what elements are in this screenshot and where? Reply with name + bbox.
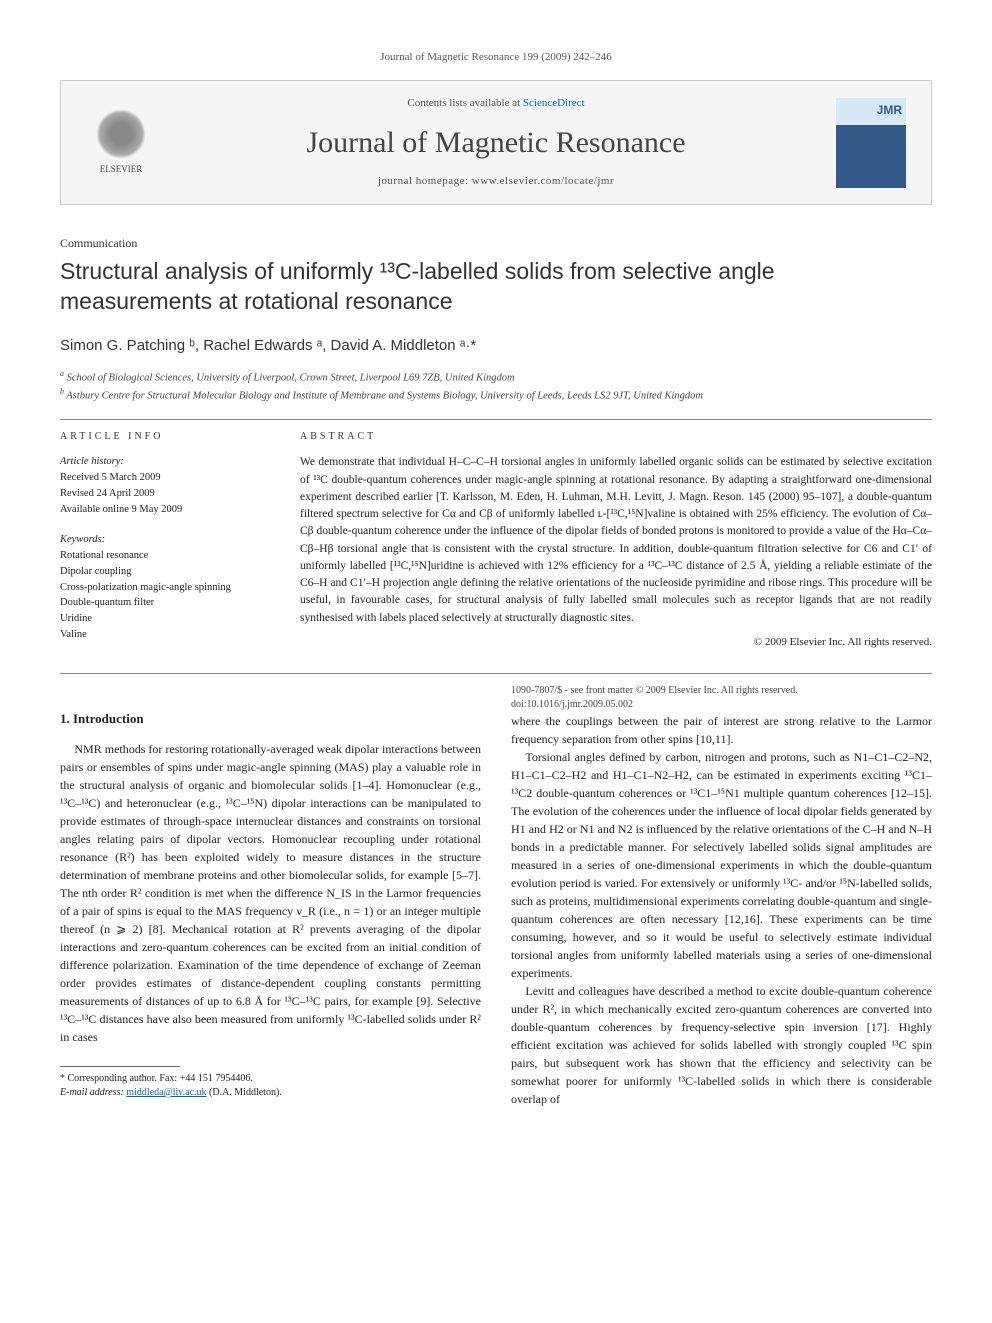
journal-name: Journal of Magnetic Resonance [156,122,836,164]
email-label: E-mail address: [60,1087,124,1098]
affiliation-a: a School of Biological Sciences, Univers… [60,368,932,386]
body-paragraph: where the couplings between the pair of … [511,712,932,748]
body-columns: 1. Introduction NMR methods for restorin… [60,684,932,1112]
body-paragraph: NMR methods for restoring rotationally-a… [60,740,481,1046]
body-paragraph: Levitt and colleagues have described a m… [511,982,932,1108]
issn-line: 1090-7807/$ - see front matter © 2009 El… [511,684,932,698]
divider [60,419,932,420]
corr-name: (D.A. Middleton). [209,1087,282,1098]
homepage-prefix: journal homepage: [378,175,472,187]
journal-masthead: ELSEVIER Contents lists available at Sci… [60,80,932,205]
history-item: Available online 9 May 2009 [60,502,270,518]
abstract-heading: ABSTRACT [300,430,932,444]
abstract-copyright: © 2009 Elsevier Inc. All rights reserved… [300,635,932,650]
article-type: Communication [60,235,932,252]
keyword: Cross-polarization magic-angle spinning [60,580,270,596]
section-heading: 1. Introduction [60,709,481,729]
keyword: Dipolar coupling [60,564,270,580]
journal-homepage: journal homepage: www.elsevier.com/locat… [156,174,836,189]
contents-prefix: Contents lists available at [407,97,522,109]
history-label: Article history: [60,454,270,470]
keywords-label: Keywords: [60,532,270,548]
affiliations: a School of Biological Sciences, Univers… [60,368,932,405]
contents-line: Contents lists available at ScienceDirec… [156,96,836,111]
abstract-text: We demonstrate that individual H–C–C–H t… [300,454,932,627]
doi-line: doi:10.1016/j.jmr.2009.05.002 [511,698,932,712]
keyword: Double-quantum filter [60,595,270,611]
divider [60,673,932,674]
history-item: Revised 24 April 2009 [60,486,270,502]
elsevier-tree-icon [96,109,146,159]
keyword: Rotational resonance [60,548,270,564]
cover-abbrev: JMR [877,102,902,119]
footnote-separator [60,1066,180,1067]
affiliation-b: b Astbury Centre for Structural Molecula… [60,386,932,404]
footer-legal: 1090-7807/$ - see front matter © 2009 El… [511,684,932,712]
author-list: Simon G. Patching ᵇ, Rachel Edwards ᵃ, D… [60,335,932,356]
journal-cover-thumbnail: JMR [836,98,906,188]
keyword: Uridine [60,611,270,627]
homepage-url: www.elsevier.com/locate/jmr [472,175,614,187]
corr-email-link[interactable]: middleda@liv.ac.uk [126,1087,206,1098]
article-history: Article history: Received 5 March 2009 R… [60,454,270,517]
article-title: Structural analysis of uniformly ¹³C-lab… [60,257,932,317]
corr-line: * Corresponding author. Fax: +44 151 795… [60,1072,481,1086]
history-item: Received 5 March 2009 [60,470,270,486]
body-paragraph: Torsional angles defined by carbon, nitr… [511,748,932,982]
corresponding-author-footnote: * Corresponding author. Fax: +44 151 795… [60,1072,481,1100]
publisher-name: ELSEVIER [100,163,143,176]
running-header: Journal of Magnetic Resonance 199 (2009)… [60,50,932,65]
sciencedirect-link[interactable]: ScienceDirect [523,97,585,109]
elsevier-logo: ELSEVIER [86,103,156,183]
article-info-heading: ARTICLE INFO [60,430,270,444]
keyword: Valine [60,627,270,643]
keywords-block: Keywords: Rotational resonance Dipolar c… [60,532,270,642]
